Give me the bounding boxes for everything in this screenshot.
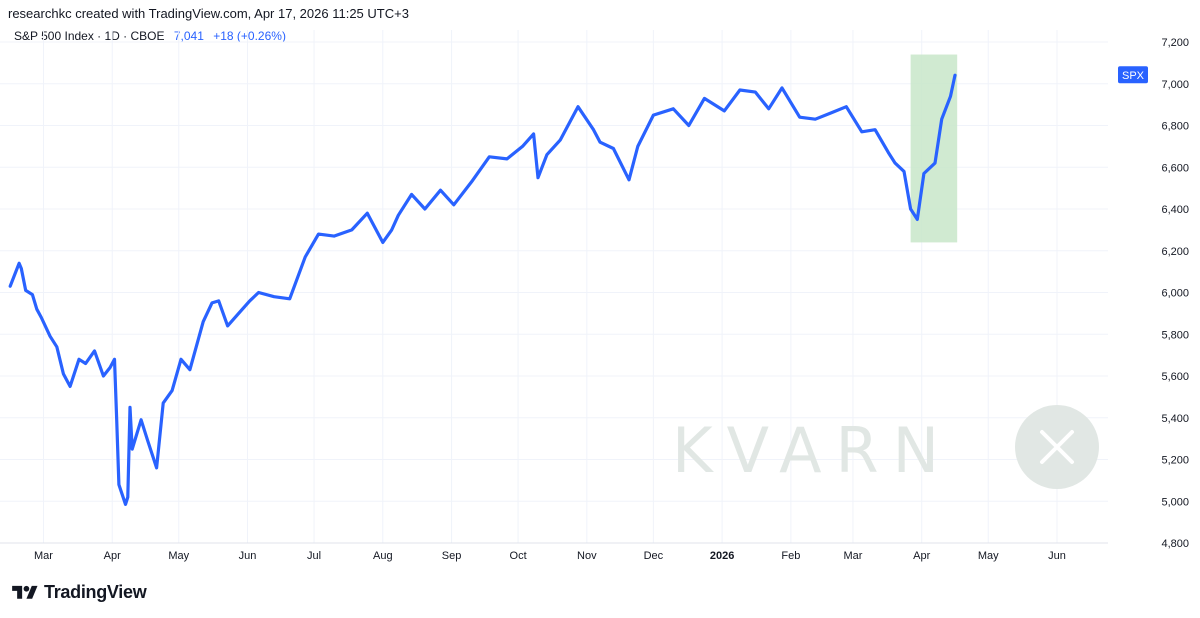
tradingview-brand: TradingView [44, 582, 147, 602]
x-tick-label: Jun [1048, 550, 1066, 562]
last-price: 7,041 [173, 29, 204, 43]
x-tick-label: Apr [913, 550, 930, 562]
x-tick-label: Mar [34, 550, 53, 562]
x-tick-label: Nov [577, 550, 597, 562]
y-tick-label: 5,600 [1161, 371, 1189, 383]
x-tick-label: Mar [843, 550, 862, 562]
y-tick-label: 5,800 [1161, 329, 1189, 341]
price-change: +18 (+0.26%) [213, 29, 286, 43]
y-tick-label: 7,000 [1161, 79, 1189, 91]
x-tick-label: Jun [239, 550, 257, 562]
x-tick-label: Sep [442, 550, 462, 562]
x-tick-label: Oct [510, 550, 527, 562]
y-tick-label: 4,800 [1161, 538, 1189, 550]
price-tag-label: SPX [1122, 70, 1145, 82]
price-tag-background [1118, 66, 1148, 84]
chart-attribution: researchkc created with TradingView.com,… [8, 6, 409, 21]
tradingview-logo-icon [12, 585, 38, 599]
y-tick-label: 6,400 [1161, 204, 1189, 216]
x-tick-label: May [978, 550, 999, 562]
x-tick-label: 2026 [710, 550, 734, 562]
y-tick-label: 6,600 [1161, 162, 1189, 174]
x-tick-label: Dec [644, 550, 664, 562]
symbol-name[interactable]: S&P 500 Index · 1D · CBOE [14, 29, 165, 43]
y-tick-label: 7,200 [1161, 37, 1189, 49]
symbol-legend: S&P 500 Index · 1D · CBOE 7,041 +18 (+0.… [14, 29, 286, 43]
x-tick-label: Feb [781, 550, 800, 562]
y-axis[interactable]: 4,800 5,000 5,200 5,400 5,600 5,800 6,000 6,200… [1161, 37, 1189, 550]
y-tick-label: 5,200 [1161, 455, 1189, 467]
x-tick-label: May [168, 550, 189, 562]
price-tag: SPX [1118, 66, 1148, 84]
x-axis[interactable]: Mar Apr May Jun Jul Aug Sep Oct Nov Dec 2026 Feb Mar… [34, 550, 1066, 562]
y-tick-label: 6,000 [1161, 288, 1189, 300]
y-tick-label: 5,000 [1161, 496, 1189, 508]
price-line-group [8, 73, 957, 506]
x-tick-label: Apr [104, 550, 121, 562]
watermark-text: KVARN [672, 414, 953, 487]
y-tick-label: 6,800 [1161, 121, 1189, 133]
x-tick-label: Jul [307, 550, 321, 562]
x-tick-label: Aug [373, 550, 393, 562]
y-tick-label: 6,200 [1161, 246, 1189, 258]
kvarn-watermark: KVARN [672, 405, 1099, 489]
spx-price-line [8, 73, 957, 506]
tradingview-footer[interactable]: TradingView [10, 582, 147, 603]
watermark-logo-icon [1015, 405, 1099, 489]
y-tick-label: 5,400 [1161, 413, 1189, 425]
